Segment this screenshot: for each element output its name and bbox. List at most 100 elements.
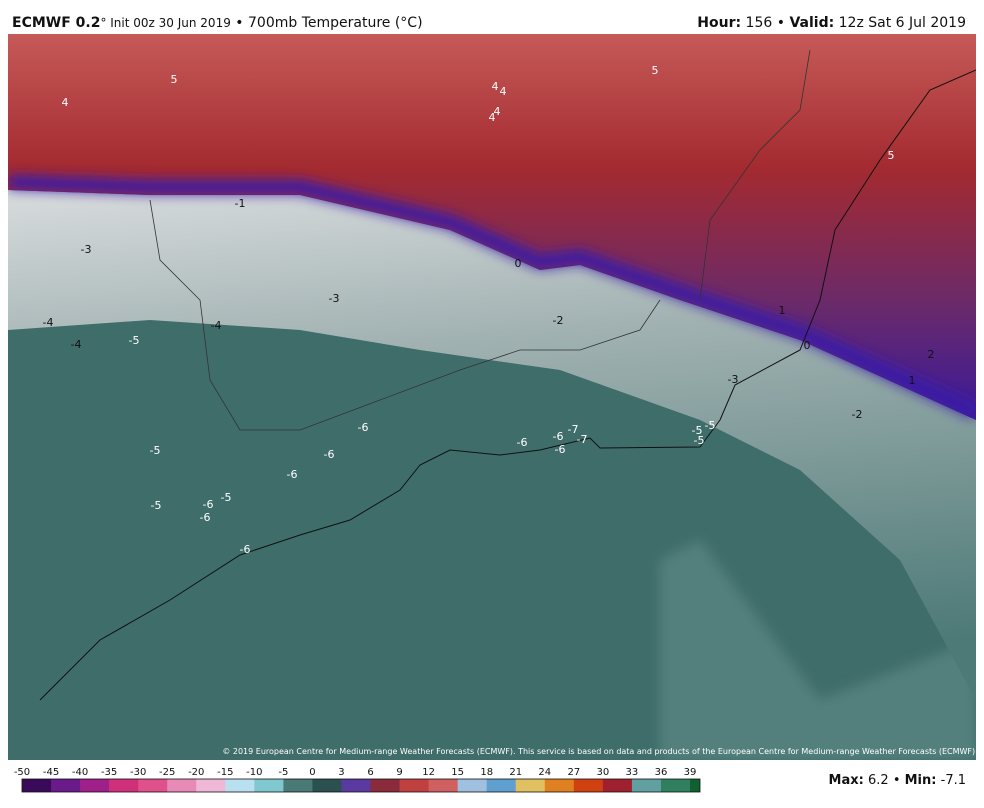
colorbar-segment <box>254 779 284 792</box>
contour-label: -6 <box>324 448 335 461</box>
colorbar-tick-label: 30 <box>597 767 610 778</box>
colorbar-segment <box>196 779 226 792</box>
contour-label: 5 <box>652 64 659 77</box>
colorbar-tick-label: 27 <box>567 767 580 778</box>
colorbar-segment <box>312 779 342 792</box>
warm-region <box>8 34 976 420</box>
contour-label: 4 <box>489 111 496 124</box>
colorbar-tick-label: 33 <box>626 767 639 778</box>
colorbar-segment <box>544 779 575 792</box>
colorbar-segment <box>457 779 488 792</box>
colorbar-frame <box>21 778 701 793</box>
colorbar-tick-label: 0 <box>309 767 315 778</box>
colorbar-segment <box>486 779 517 792</box>
contour-label: 1 <box>779 304 786 317</box>
colorbar-segment <box>515 779 546 792</box>
contour-label: -6 <box>287 468 298 481</box>
contour-label: -6 <box>203 498 214 511</box>
colorbar-tick-label: 36 <box>655 767 668 778</box>
contour-label: -6 <box>517 436 528 449</box>
colorbar-tick-label: -25 <box>159 767 175 778</box>
contour-label: -1 <box>235 197 246 210</box>
freezing-band <box>8 175 976 419</box>
contour-label: -2 <box>852 408 863 421</box>
border <box>149 199 661 431</box>
colorbar-segment <box>109 779 139 792</box>
colorbar-segment <box>573 779 604 792</box>
colorbar-segment <box>428 779 459 792</box>
contour-label: 4 <box>500 85 507 98</box>
contour-label: -4 <box>211 319 222 332</box>
colorbar-segment <box>225 779 255 792</box>
contour-label: -4 <box>71 338 82 351</box>
map: © 2019 European Centre for Medium-range … <box>8 34 977 760</box>
contour-label: 4 <box>492 80 499 93</box>
colorbar-tick-label: 3 <box>338 767 344 778</box>
contour-label: -5 <box>692 424 703 437</box>
contour-label: 4 <box>494 105 501 118</box>
colorbar-tick-label: -45 <box>43 767 59 778</box>
colorbar-segment <box>167 779 197 792</box>
contour-label: 1 <box>909 374 916 387</box>
colorbar-segment <box>660 779 691 792</box>
colorbar-segment <box>341 779 372 792</box>
contour-label: -5 <box>151 499 162 512</box>
colorbar-tick-label: 18 <box>480 767 493 778</box>
colorbar-tick-label: 9 <box>396 767 402 778</box>
border <box>699 49 811 301</box>
contour-label: 5 <box>171 73 178 86</box>
contour-label: -5 <box>129 334 140 347</box>
colorbar-segment <box>80 779 110 792</box>
colorbar-segment <box>51 779 81 792</box>
contour-label: -6 <box>240 543 251 556</box>
colorbar-segment <box>283 779 313 792</box>
contour-label: 0 <box>515 257 522 270</box>
coastline <box>39 69 976 701</box>
colorbar-tick-label: -35 <box>101 767 117 778</box>
model-title: ECMWF 0.2° Init 00z 30 Jun 2019 • 700mb … <box>12 15 423 31</box>
contour-label: -7 <box>568 423 579 436</box>
colorbar-tick-label: -10 <box>246 767 262 778</box>
colorbar-tick-label: 21 <box>509 767 522 778</box>
contour-label: -3 <box>81 243 92 256</box>
contour-label: -3 <box>329 292 340 305</box>
colorbar-segment <box>690 779 700 792</box>
colorbar-tick-label: -50 <box>14 767 30 778</box>
contour-label: -2 <box>553 314 564 327</box>
contour-label: -5 <box>705 419 716 432</box>
colorbar: -50 -45 -40 -35 -30 -25 -20 -15 -10 -5 0 3 6 9 12 15 18 2… <box>14 767 701 793</box>
colorbar-tick-label: 6 <box>367 767 373 778</box>
colorbar-segment <box>370 779 401 792</box>
contour-label: 4 <box>62 96 69 109</box>
colorbar-tick-label: -15 <box>217 767 233 778</box>
colorbar-segment <box>22 779 52 792</box>
colorbar-tick-label: 24 <box>538 767 551 778</box>
colorbar-segment <box>399 779 430 792</box>
colorbar-tick-label: -5 <box>278 767 288 778</box>
contour-label: -6 <box>553 430 564 443</box>
colorbar-tick-label: 12 <box>422 767 435 778</box>
valid-time: Hour: 156 • Valid: 12z Sat 6 Jul 2019 <box>697 15 966 31</box>
copyright: © 2019 European Centre for Medium-range … <box>222 747 977 756</box>
contour-label: 5 <box>888 149 895 162</box>
contour-label: -4 <box>43 316 54 329</box>
contour-label: -6 <box>200 511 211 524</box>
stats: Max: 6.2 • Min: -7.1 <box>829 773 966 788</box>
shade <box>660 540 976 760</box>
contour-label: -3 <box>728 373 739 386</box>
colorbar-segment <box>602 779 633 792</box>
colorbar-tick-label: 15 <box>451 767 464 778</box>
colorbar-tick-label: -20 <box>188 767 204 778</box>
contour-label: -5 <box>221 491 232 504</box>
cold-band <box>8 190 976 700</box>
colorbar-segment <box>138 779 168 792</box>
contour-label: 2 <box>928 348 935 361</box>
colorbar-tick-label: -30 <box>130 767 146 778</box>
contour-label: -6 <box>358 421 369 434</box>
colorbar-segment <box>631 779 662 792</box>
contour-label: -7 <box>577 433 588 446</box>
contour-label: 0 <box>804 339 811 352</box>
